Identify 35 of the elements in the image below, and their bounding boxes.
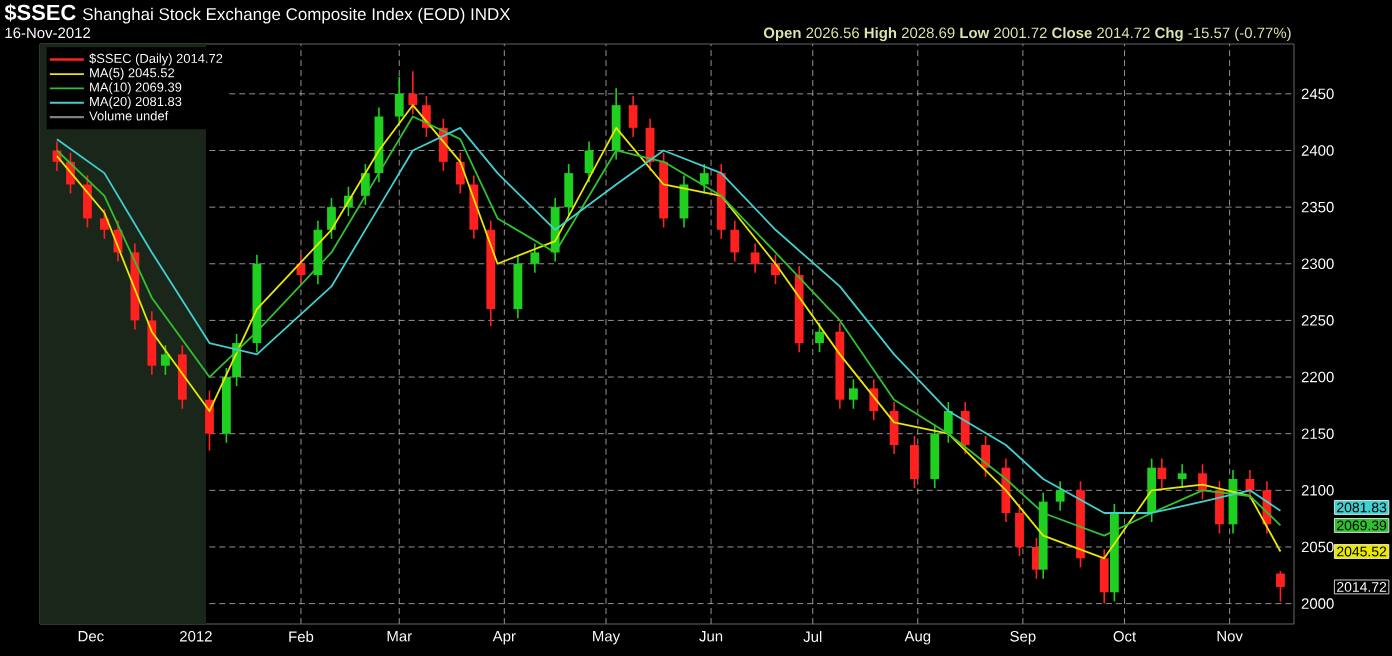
candlestick <box>564 163 574 217</box>
chart-title: $SSEC <box>4 3 76 22</box>
candlestick <box>1055 480 1065 512</box>
candlestick <box>910 435 919 489</box>
candlestick <box>750 242 760 274</box>
candlestick <box>584 140 594 183</box>
candlestick <box>869 378 879 421</box>
candlestick <box>469 174 479 240</box>
candlestick <box>943 401 953 444</box>
candlestick <box>1147 457 1157 523</box>
candlestick <box>530 242 540 274</box>
candlestick <box>99 208 109 240</box>
candlestick <box>849 378 858 410</box>
candlestick <box>160 344 170 376</box>
candlestick <box>513 253 523 319</box>
candlestick <box>930 423 940 489</box>
candlestick <box>699 163 709 195</box>
candlestick <box>1276 570 1285 603</box>
candlestick <box>1099 548 1109 605</box>
candlestick <box>177 344 187 410</box>
candlestick <box>628 95 638 138</box>
candlestick <box>981 435 990 478</box>
candlestick <box>327 197 336 240</box>
candlestick <box>611 87 621 161</box>
candlestick <box>1157 457 1167 489</box>
chart-subtitle: Shanghai Stock Exchange Composite Index (EOD) INDX <box>83 7 511 24</box>
candlestick <box>815 321 824 353</box>
candlestick <box>205 389 214 452</box>
candlestick <box>730 219 740 263</box>
candlestick <box>147 310 157 376</box>
candlestick <box>83 174 92 229</box>
candlestick <box>960 401 970 455</box>
candlestick <box>1015 503 1024 557</box>
candlestick <box>394 76 404 127</box>
candlestick <box>408 70 418 116</box>
